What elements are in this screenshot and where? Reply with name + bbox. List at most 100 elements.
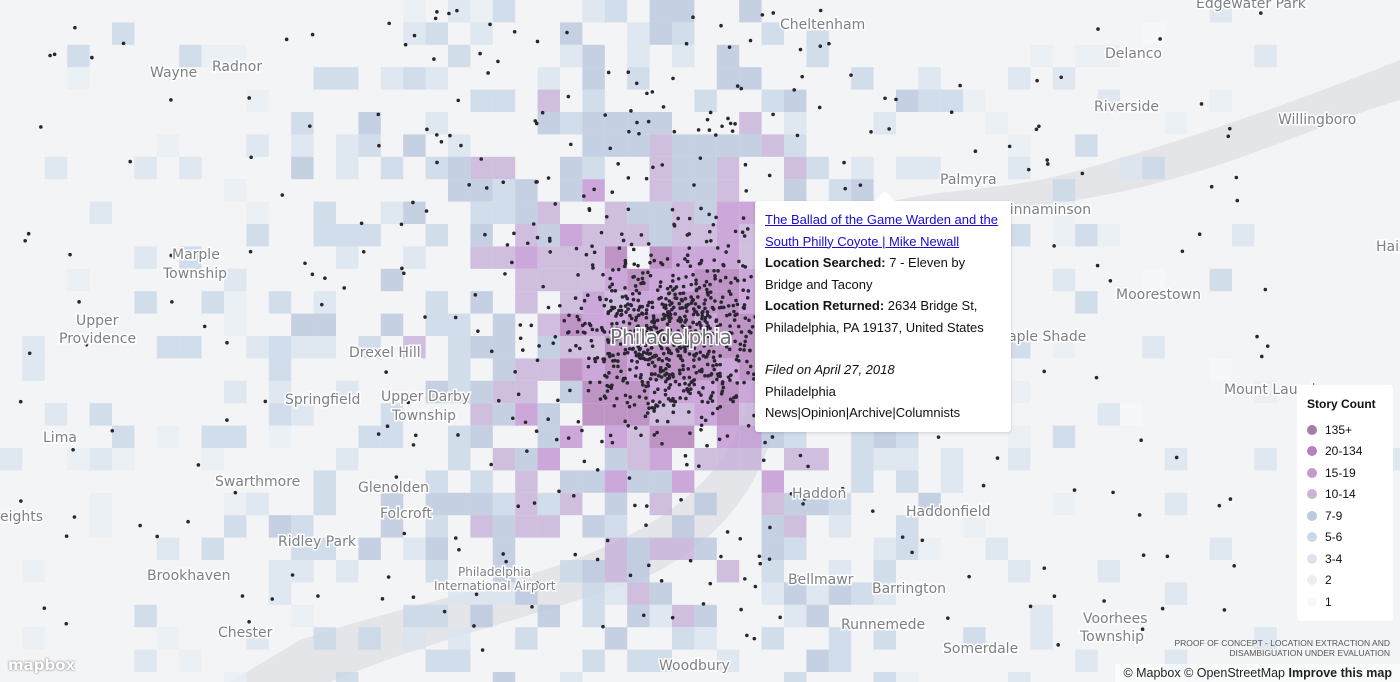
story-dot[interactable] bbox=[883, 96, 887, 101]
story-dot[interactable] bbox=[667, 386, 671, 390]
story-dot[interactable] bbox=[678, 396, 683, 400]
story-dot[interactable] bbox=[121, 41, 126, 46]
story-dot[interactable] bbox=[615, 336, 619, 341]
story-dot[interactable] bbox=[685, 309, 689, 314]
story-dot[interactable] bbox=[656, 373, 661, 378]
story-dot[interactable] bbox=[721, 305, 726, 310]
story-dot[interactable] bbox=[623, 261, 628, 266]
story-dot[interactable] bbox=[424, 209, 429, 213]
story-dot[interactable] bbox=[659, 579, 664, 583]
story-dot[interactable] bbox=[623, 286, 627, 290]
story-dot[interactable] bbox=[640, 332, 645, 336]
story-dot[interactable] bbox=[48, 53, 52, 58]
story-dot[interactable] bbox=[742, 380, 746, 385]
story-dot[interactable] bbox=[634, 81, 639, 86]
story-dot[interactable] bbox=[724, 250, 728, 254]
story-dot[interactable] bbox=[710, 399, 715, 403]
story-dot[interactable] bbox=[657, 356, 661, 361]
story-dot[interactable] bbox=[574, 246, 579, 251]
story-dot[interactable] bbox=[648, 357, 652, 361]
story-dot[interactable] bbox=[678, 371, 682, 376]
story-dot[interactable] bbox=[525, 241, 530, 246]
story-dot[interactable] bbox=[535, 581, 539, 585]
story-dot[interactable] bbox=[711, 355, 716, 360]
story-dot[interactable] bbox=[568, 348, 572, 353]
story-dot[interactable] bbox=[739, 330, 744, 334]
story-dot[interactable] bbox=[683, 344, 687, 349]
story-dot[interactable] bbox=[650, 346, 654, 350]
story-dot[interactable] bbox=[716, 269, 720, 273]
story-dot[interactable] bbox=[128, 159, 132, 164]
story-dot[interactable] bbox=[706, 293, 710, 297]
story-dot[interactable] bbox=[705, 362, 710, 367]
story-dot[interactable] bbox=[1094, 375, 1099, 380]
story-dot[interactable] bbox=[632, 262, 637, 266]
story-dot[interactable] bbox=[677, 382, 682, 387]
story-dot[interactable] bbox=[683, 454, 688, 458]
story-dot[interactable] bbox=[577, 317, 581, 322]
story-dot[interactable] bbox=[540, 110, 545, 115]
story-dot[interactable] bbox=[842, 160, 846, 165]
story-dot[interactable] bbox=[667, 327, 671, 331]
story-dot[interactable] bbox=[573, 296, 578, 300]
story-dot[interactable] bbox=[699, 367, 704, 372]
story-dot[interactable] bbox=[700, 399, 705, 404]
story-dot[interactable] bbox=[387, 21, 391, 26]
story-dot[interactable] bbox=[479, 157, 484, 161]
story-dot[interactable] bbox=[1034, 127, 1039, 132]
story-dot[interactable] bbox=[68, 252, 72, 257]
story-dot[interactable] bbox=[225, 340, 229, 345]
story-dot[interactable] bbox=[284, 37, 289, 42]
story-dot[interactable] bbox=[694, 370, 699, 375]
story-dot[interactable] bbox=[697, 357, 702, 361]
story-dot[interactable] bbox=[644, 311, 649, 316]
story-dot[interactable] bbox=[692, 382, 697, 387]
story-dot[interactable] bbox=[590, 244, 594, 248]
story-dot[interactable] bbox=[664, 296, 668, 301]
story-dot[interactable] bbox=[1165, 554, 1170, 559]
story-dot[interactable] bbox=[677, 344, 682, 349]
story-dot[interactable] bbox=[523, 420, 528, 425]
story-dot[interactable] bbox=[691, 15, 695, 20]
story-dot[interactable] bbox=[626, 423, 631, 428]
story-dot[interactable] bbox=[558, 303, 562, 308]
story-dot[interactable] bbox=[565, 30, 569, 35]
story-dot[interactable] bbox=[610, 288, 614, 293]
story-dot[interactable] bbox=[995, 456, 1000, 460]
story-dot[interactable] bbox=[1140, 627, 1145, 632]
story-dot[interactable] bbox=[671, 410, 676, 415]
story-dot[interactable] bbox=[590, 327, 595, 332]
story-dot[interactable] bbox=[700, 313, 705, 318]
story-dot[interactable] bbox=[630, 347, 635, 351]
story-dot[interactable] bbox=[706, 400, 710, 405]
story-dot[interactable] bbox=[623, 258, 628, 263]
story-dot[interactable] bbox=[949, 110, 954, 114]
story-dot[interactable] bbox=[745, 227, 750, 231]
story-dot[interactable] bbox=[694, 278, 698, 283]
story-dot[interactable] bbox=[661, 105, 666, 109]
story-dot[interactable] bbox=[741, 264, 745, 268]
story-dot[interactable] bbox=[694, 310, 699, 314]
story-dot[interactable] bbox=[687, 232, 691, 236]
story-dot[interactable] bbox=[580, 323, 585, 328]
story-dot[interactable] bbox=[399, 222, 404, 227]
story-dot[interactable] bbox=[573, 552, 578, 557]
story-dot[interactable] bbox=[605, 538, 610, 543]
story-dot[interactable] bbox=[64, 534, 69, 538]
story-dot[interactable] bbox=[633, 318, 638, 322]
story-dot[interactable] bbox=[657, 296, 661, 301]
story-dot[interactable] bbox=[738, 342, 743, 347]
story-dot[interactable] bbox=[1035, 78, 1039, 83]
story-dot[interactable] bbox=[591, 266, 595, 270]
story-dot[interactable] bbox=[657, 400, 662, 404]
story-dot[interactable] bbox=[660, 441, 664, 446]
story-dot[interactable] bbox=[651, 314, 656, 318]
story-dot[interactable] bbox=[705, 117, 710, 122]
story-dot[interactable] bbox=[713, 299, 717, 303]
story-dot[interactable] bbox=[534, 429, 539, 434]
story-dot[interactable] bbox=[685, 340, 690, 345]
story-dot[interactable] bbox=[646, 380, 650, 385]
story-dot[interactable] bbox=[1228, 497, 1233, 501]
story-dot[interactable] bbox=[589, 338, 594, 343]
story-dot[interactable] bbox=[675, 347, 679, 352]
